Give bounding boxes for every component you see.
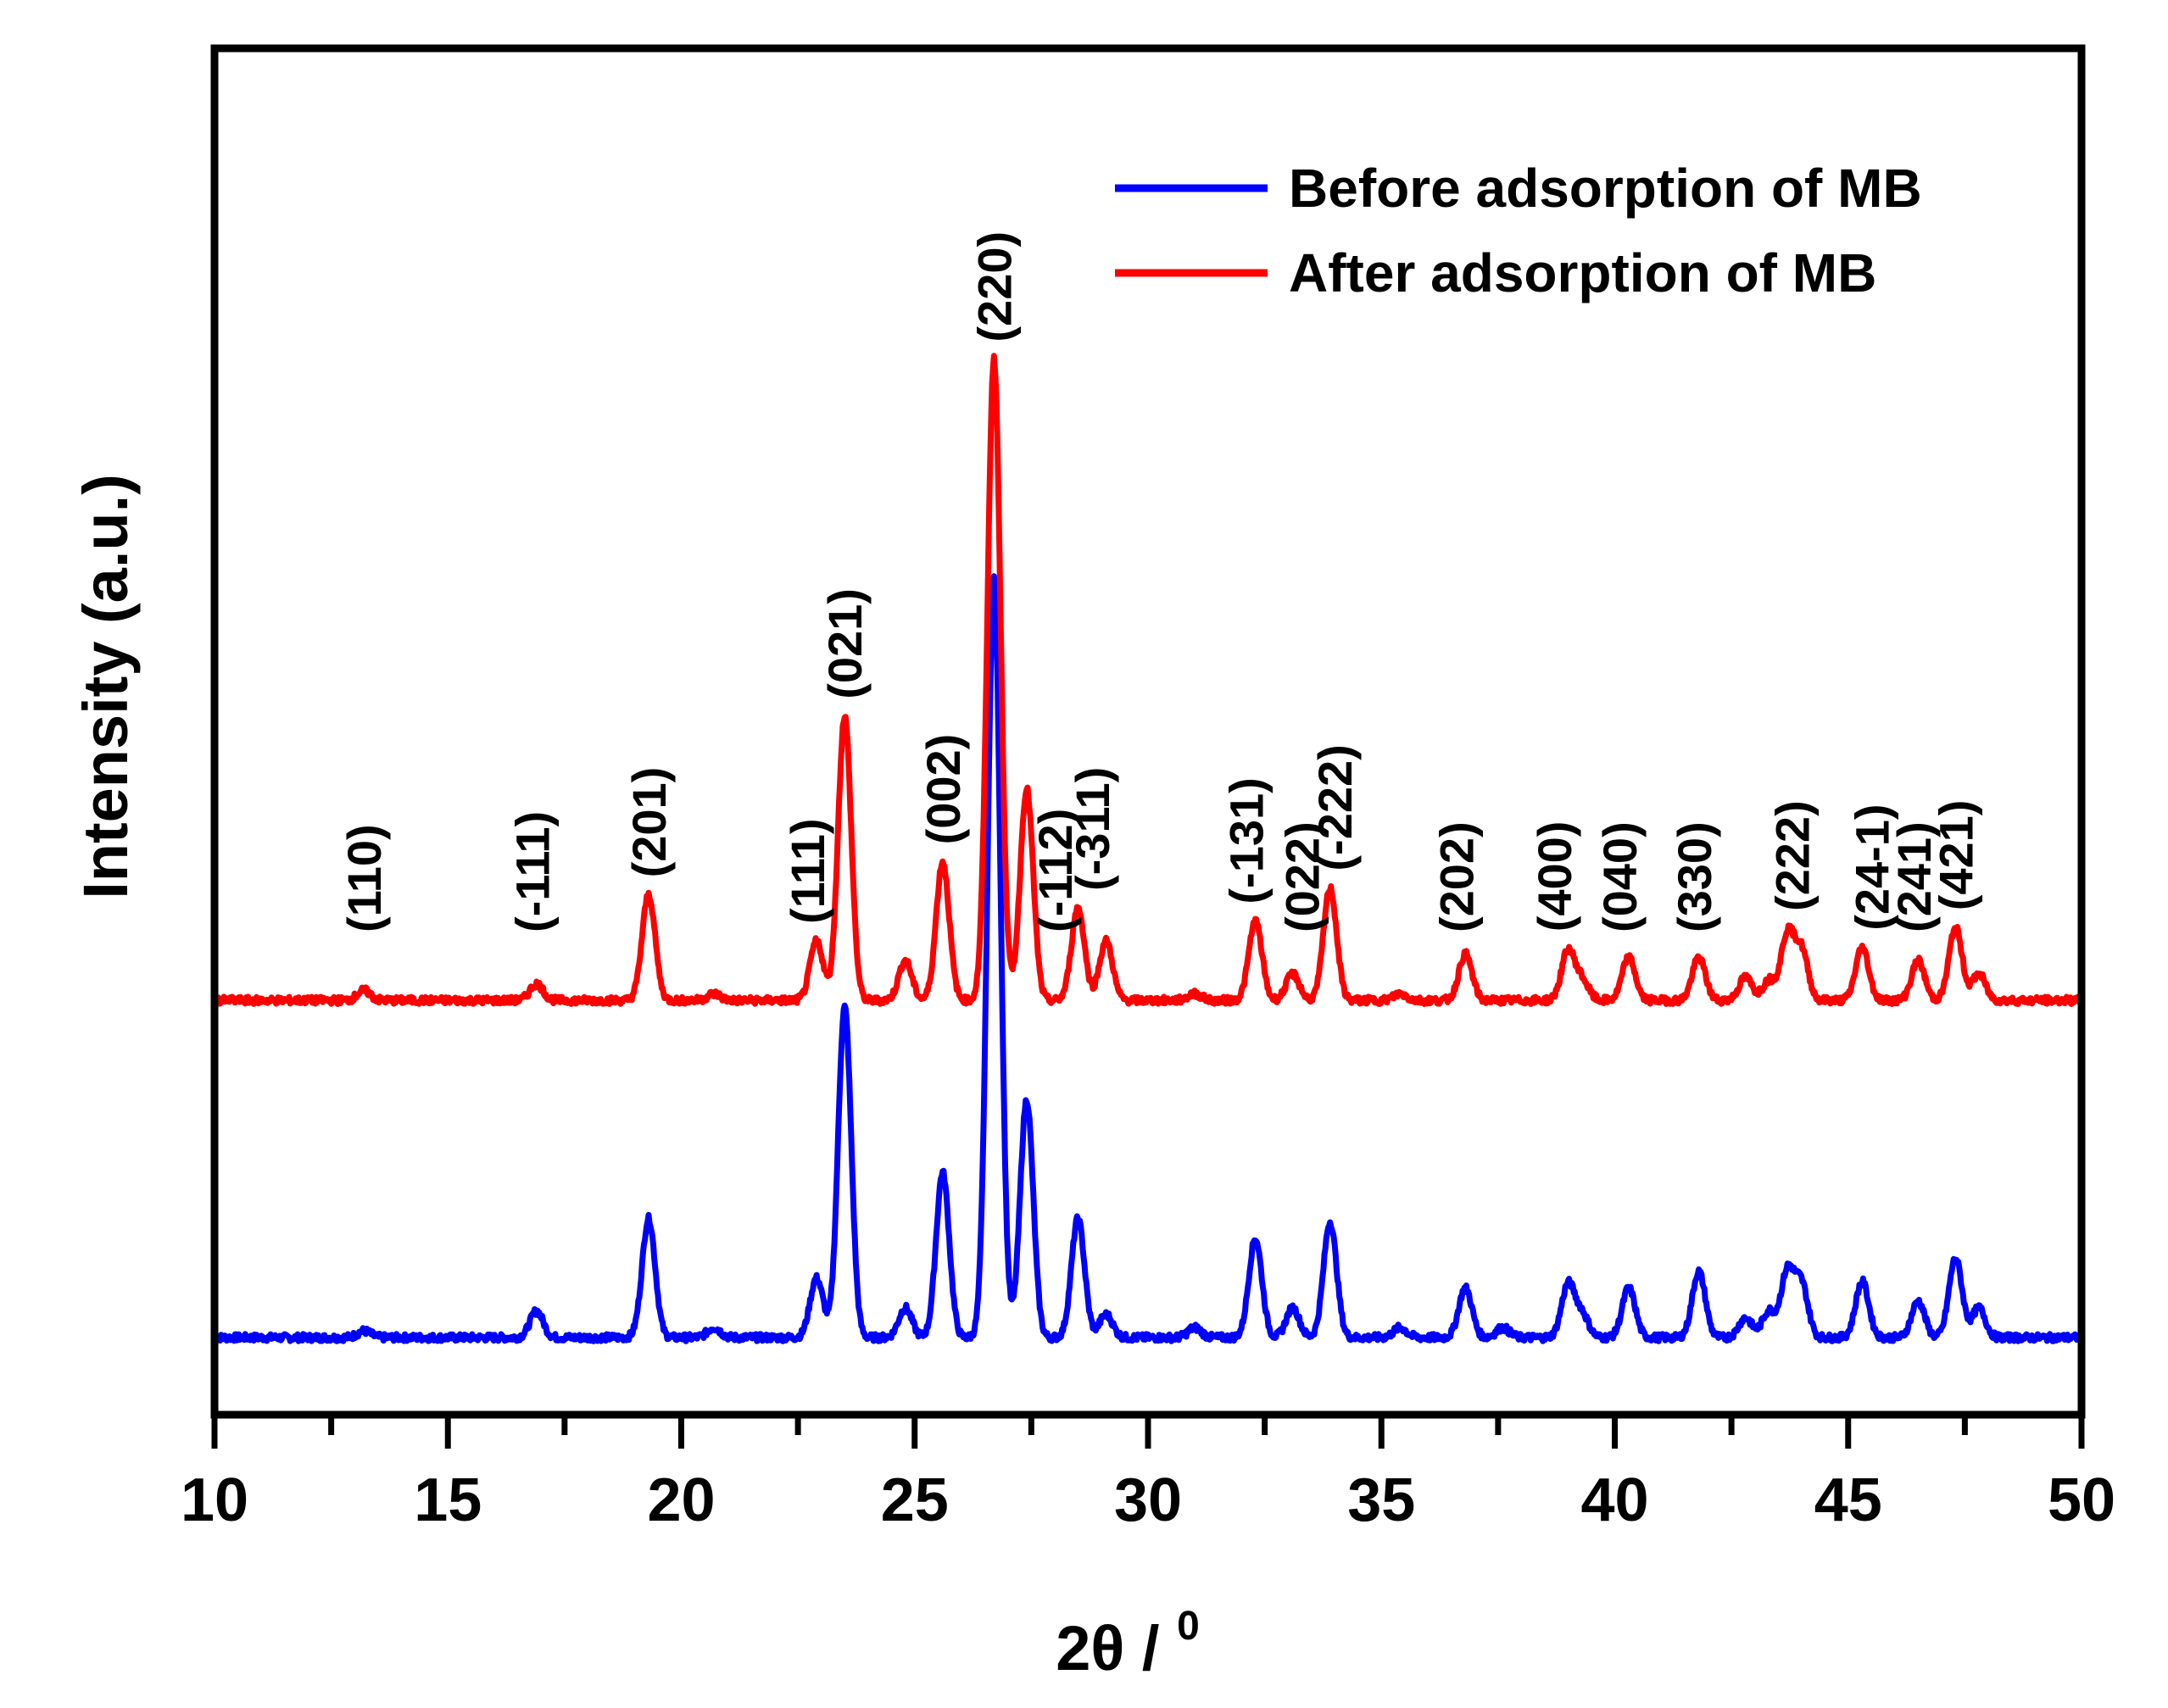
hkl-label: (-222): [1308, 744, 1362, 871]
hkl-label: (24-1): [1845, 804, 1898, 930]
x-tick-label-35: 35: [1347, 1466, 1415, 1534]
hkl-label: (400): [1528, 821, 1581, 932]
hkl-label: (111): [781, 818, 834, 924]
hkl-label: (022): [1276, 821, 1329, 932]
x-axis-title-text: 2θ /: [1056, 1613, 1177, 1683]
hkl-label: (110): [337, 824, 391, 932]
hkl-label: (330): [1668, 821, 1721, 932]
x-tick-label-20: 20: [647, 1466, 715, 1534]
series-line-after: [211, 353, 2084, 1007]
hkl-label: (222): [1766, 800, 1820, 911]
x-tick-label-45: 45: [1814, 1466, 1882, 1534]
x-tick-label-40: 40: [1580, 1466, 1648, 1534]
hkl-label: (-311): [1066, 767, 1119, 891]
hkl-label: (241): [1887, 821, 1941, 932]
y-axis-title: Intensity (a.u.): [70, 474, 141, 899]
hkl-label: (202): [1430, 821, 1483, 932]
legend-label-before: Before adsorption of MB: [1289, 158, 1922, 219]
hkl-label: (040): [1593, 821, 1647, 932]
hkl-label: (002): [917, 734, 970, 845]
x-axis: 10 15 20 25 30 35 40 45 50: [181, 1415, 2115, 1534]
legend: Before adsorption of MB After adsorption …: [1115, 158, 1922, 303]
x-axis-title-superscript: 0: [1177, 1604, 1200, 1649]
hkl-label: (201): [622, 767, 676, 878]
hkl-label: (-111): [505, 811, 559, 932]
hkl-label: (421): [1929, 800, 1982, 911]
legend-label-after: After adsorption of MB: [1289, 242, 1876, 303]
x-tick-label-10: 10: [181, 1466, 248, 1534]
hkl-label: (220): [967, 231, 1021, 342]
x-axis-title: 2θ / 0: [1056, 1604, 1200, 1683]
series-line-before: [212, 573, 2085, 1344]
hkl-label: (-112): [1028, 809, 1082, 932]
x-tick-label-15: 15: [414, 1466, 482, 1534]
x-tick-label-50: 50: [2048, 1466, 2115, 1534]
hkl-annotations: (110) (-111) (201) (111) (021) (002) (220) (-11…: [337, 231, 1982, 932]
x-tick-label-25: 25: [881, 1466, 949, 1534]
hkl-label: (-131): [1220, 777, 1273, 904]
hkl-label: (021): [818, 588, 872, 699]
x-tick-label-30: 30: [1114, 1466, 1182, 1534]
plot-content: [211, 353, 2085, 1344]
